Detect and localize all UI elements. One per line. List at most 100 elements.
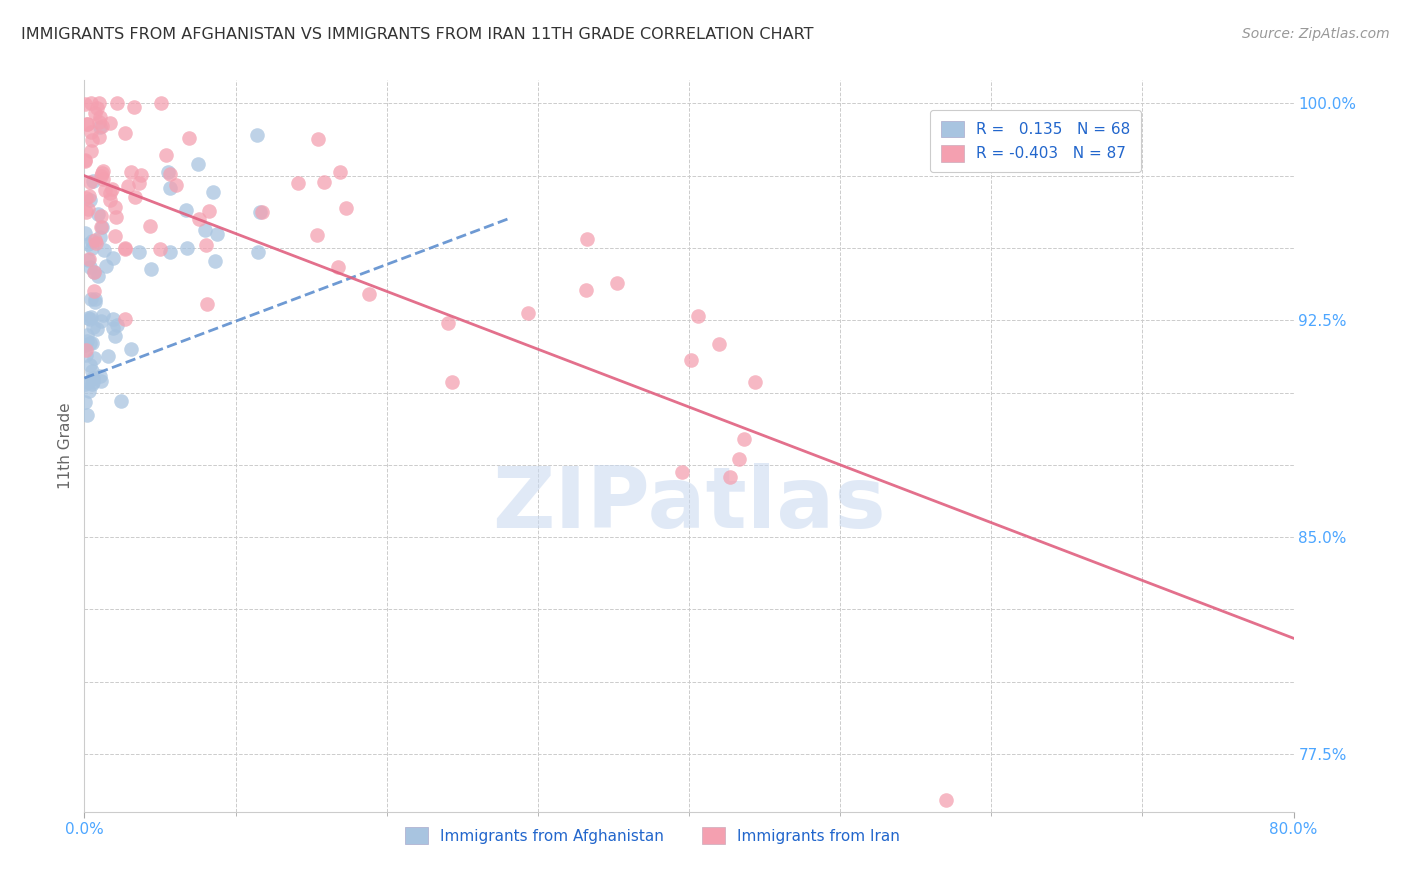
Point [128, 245, 150, 260]
Point [76, 116, 98, 130]
Point [79, 311, 101, 326]
Point [90, 169, 112, 183]
Point [105, 318, 128, 333]
Point [75, 348, 97, 362]
Point [98, 186, 121, 200]
Point [84, 292, 107, 306]
Point [80, 336, 103, 351]
Point [75, 191, 97, 205]
Point [79, 194, 101, 208]
Point [90, 375, 112, 389]
Point [84, 236, 107, 251]
Point [89, 229, 111, 244]
Point [79, 260, 101, 275]
Point [83, 294, 105, 309]
Point [246, 128, 269, 142]
Point [83, 265, 105, 279]
Point [120, 165, 142, 179]
Point [329, 165, 352, 179]
Point [312, 175, 335, 189]
Point [89, 120, 111, 134]
Point [77, 253, 100, 268]
Point [90, 209, 112, 223]
Point [80, 364, 103, 378]
Point [104, 329, 127, 343]
Point [91, 164, 114, 178]
Point [671, 465, 693, 479]
Point [76, 408, 98, 422]
Point [176, 241, 198, 255]
Point [79, 252, 101, 267]
Point [575, 232, 598, 246]
Point [94, 183, 117, 197]
Point [436, 316, 458, 330]
Point [103, 320, 125, 334]
Point [157, 165, 180, 179]
Point [75, 343, 97, 357]
Point [733, 432, 755, 446]
Point [79, 335, 101, 350]
Point [77, 237, 100, 252]
Point [101, 312, 124, 326]
Point [124, 190, 146, 204]
Point [179, 131, 201, 145]
Point [114, 312, 136, 326]
Point [686, 309, 709, 323]
Point [155, 148, 177, 162]
Point [98, 194, 121, 208]
Point [80, 293, 103, 307]
Point [80, 126, 103, 140]
Point [84, 106, 107, 120]
Point [82, 375, 104, 389]
Point [89, 130, 111, 145]
Point [114, 242, 136, 256]
Point [307, 227, 329, 242]
Point [75, 204, 97, 219]
Point [707, 337, 730, 351]
Point [307, 132, 329, 146]
Point [87, 269, 110, 284]
Point [101, 182, 124, 196]
Point [207, 227, 229, 241]
Point [176, 203, 198, 218]
Point [77, 202, 100, 217]
Point [105, 211, 128, 225]
Point [679, 353, 702, 368]
Point [718, 470, 741, 484]
Point [76, 327, 98, 342]
Point [335, 201, 357, 215]
Point [82, 370, 104, 384]
Point [84, 233, 107, 247]
Point [73, 96, 96, 111]
Point [83, 265, 105, 279]
Point [79, 96, 101, 111]
Point [97, 349, 120, 363]
Point [91, 120, 114, 134]
Text: ZIPatlas: ZIPatlas [492, 463, 886, 546]
Point [117, 179, 139, 194]
Point [91, 308, 114, 322]
Y-axis label: 11th Grade: 11th Grade [58, 402, 73, 490]
Point [187, 211, 209, 226]
Point [80, 144, 103, 158]
Point [128, 176, 150, 190]
Point [606, 276, 628, 290]
Point [357, 287, 380, 301]
Point [110, 393, 132, 408]
Point [82, 241, 104, 255]
Point [90, 314, 112, 328]
Point [139, 219, 162, 233]
Point [104, 201, 127, 215]
Point [124, 100, 146, 114]
Point [114, 126, 136, 140]
Point [287, 176, 309, 190]
Point [75, 395, 97, 409]
Point [73, 376, 96, 391]
Text: Source: ZipAtlas.com: Source: ZipAtlas.com [1241, 27, 1389, 41]
Point [516, 306, 538, 320]
Point [89, 96, 111, 111]
Point [82, 174, 104, 188]
Point [198, 203, 221, 218]
Point [83, 351, 105, 365]
Point [159, 244, 181, 259]
